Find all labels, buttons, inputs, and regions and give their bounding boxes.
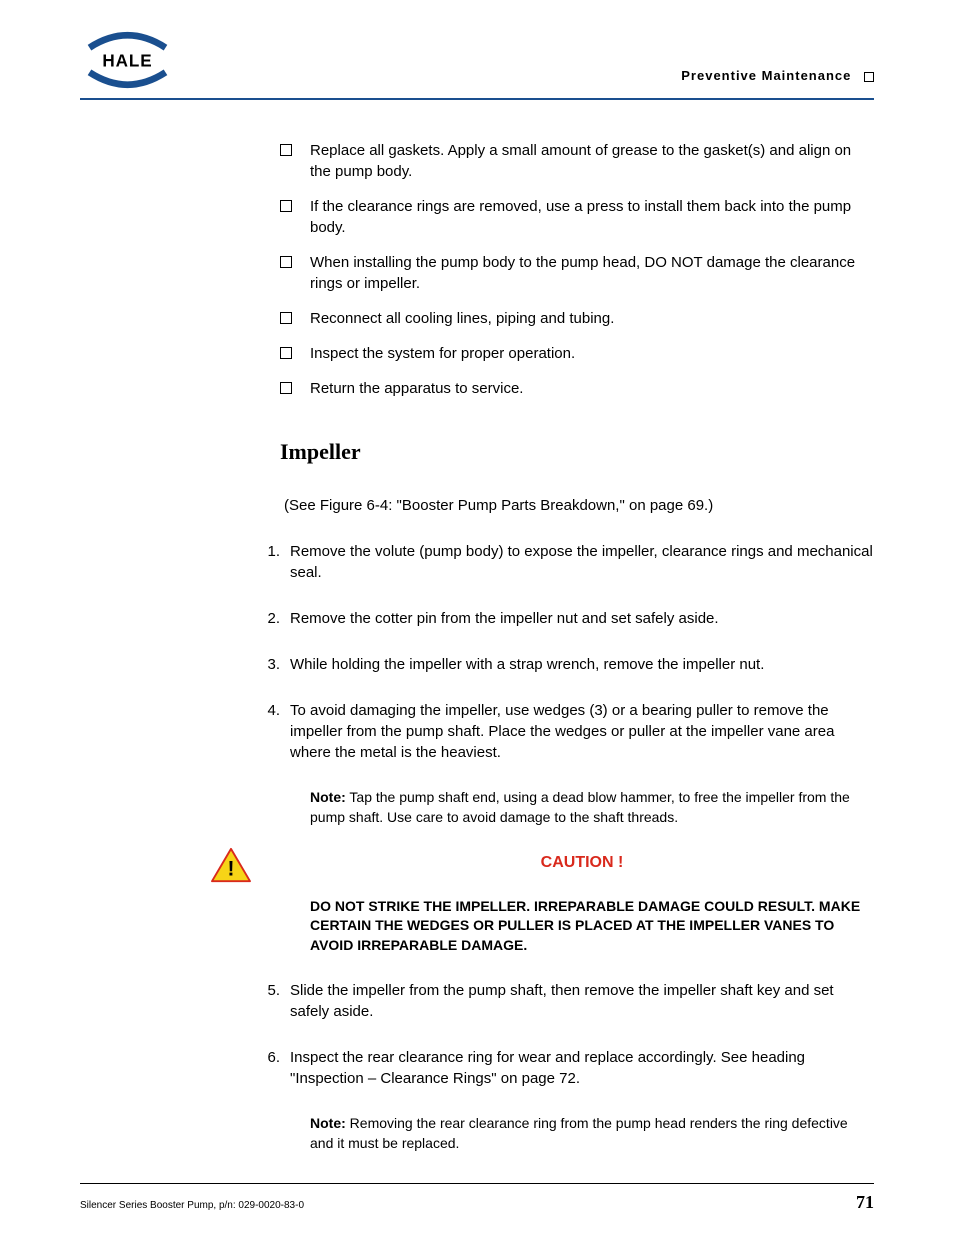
logo-text: HALE [102, 52, 152, 71]
note-text: Removing the rear clearance ring from th… [310, 1115, 848, 1151]
page-footer: Silencer Series Booster Pump, p/n: 029-0… [80, 1183, 874, 1213]
step-note: Note: Tap the pump shaft end, using a de… [290, 788, 874, 827]
step-text: Inspect the rear clearance ring for wear… [290, 1049, 805, 1087]
numbered-steps: Remove the volute (pump body) to expose … [260, 541, 874, 1154]
checklist-item: Replace all gaskets. Apply a small amoun… [280, 140, 874, 182]
step-item: Remove the cotter pin from the impeller … [260, 608, 874, 629]
checklist-item: If the clearance rings are removed, use … [280, 196, 874, 238]
caution-title: CAUTION ! [290, 852, 874, 874]
checklist: Replace all gaskets. Apply a small amoun… [280, 140, 874, 399]
step-text: Remove the volute (pump body) to expose … [290, 543, 873, 581]
page-number: 71 [856, 1192, 874, 1213]
step-text: To avoid damaging the impeller, use wedg… [290, 702, 834, 761]
checklist-item: Inspect the system for proper operation. [280, 343, 874, 364]
step-item: To avoid damaging the impeller, use wedg… [260, 700, 874, 955]
note-text: Tap the pump shaft end, using a dead blo… [310, 789, 850, 825]
checklist-item: When installing the pump body to the pum… [280, 252, 874, 294]
footer-doc-id: Silencer Series Booster Pump, p/n: 029-0… [80, 1200, 304, 1211]
note-label: Note: [310, 789, 346, 805]
header-section-title: Preventive Maintenance [681, 30, 874, 83]
caution-block: ! CAUTION ! DO NOT STRIKE THE IMPELLER. … [200, 852, 874, 955]
section-intro: (See Figure 6-4: "Booster Pump Parts Bre… [280, 495, 874, 516]
step-text: Remove the cotter pin from the impeller … [290, 610, 719, 627]
section-title-text: Preventive Maintenance [681, 68, 851, 83]
footer-rule [80, 1183, 874, 1184]
checklist-item: Return the apparatus to service. [280, 378, 874, 399]
step-text: Slide the impeller from the pump shaft, … [290, 982, 834, 1020]
note-label: Note: [310, 1115, 346, 1131]
step-text: While holding the impeller with a strap … [290, 656, 764, 673]
caution-text: DO NOT STRIKE THE IMPELLER. IRREPARABLE … [290, 897, 874, 956]
checklist-item: Reconnect all cooling lines, piping and … [280, 308, 874, 329]
header-rule [80, 98, 874, 100]
step-item: Remove the volute (pump body) to expose … [260, 541, 874, 583]
checkbox-icon [864, 72, 874, 82]
section-heading-impeller: Impeller [280, 439, 874, 465]
page-header: HALE Preventive Maintenance [80, 30, 874, 90]
step-note: Note: Removing the rear clearance ring f… [290, 1114, 874, 1153]
step-item: Inspect the rear clearance ring for wear… [260, 1047, 874, 1153]
warning-icon: ! [210, 847, 252, 885]
step-item: Slide the impeller from the pump shaft, … [260, 980, 874, 1022]
step-item: While holding the impeller with a strap … [260, 654, 874, 675]
hale-logo: HALE [80, 30, 175, 90]
svg-text:!: ! [228, 858, 235, 881]
